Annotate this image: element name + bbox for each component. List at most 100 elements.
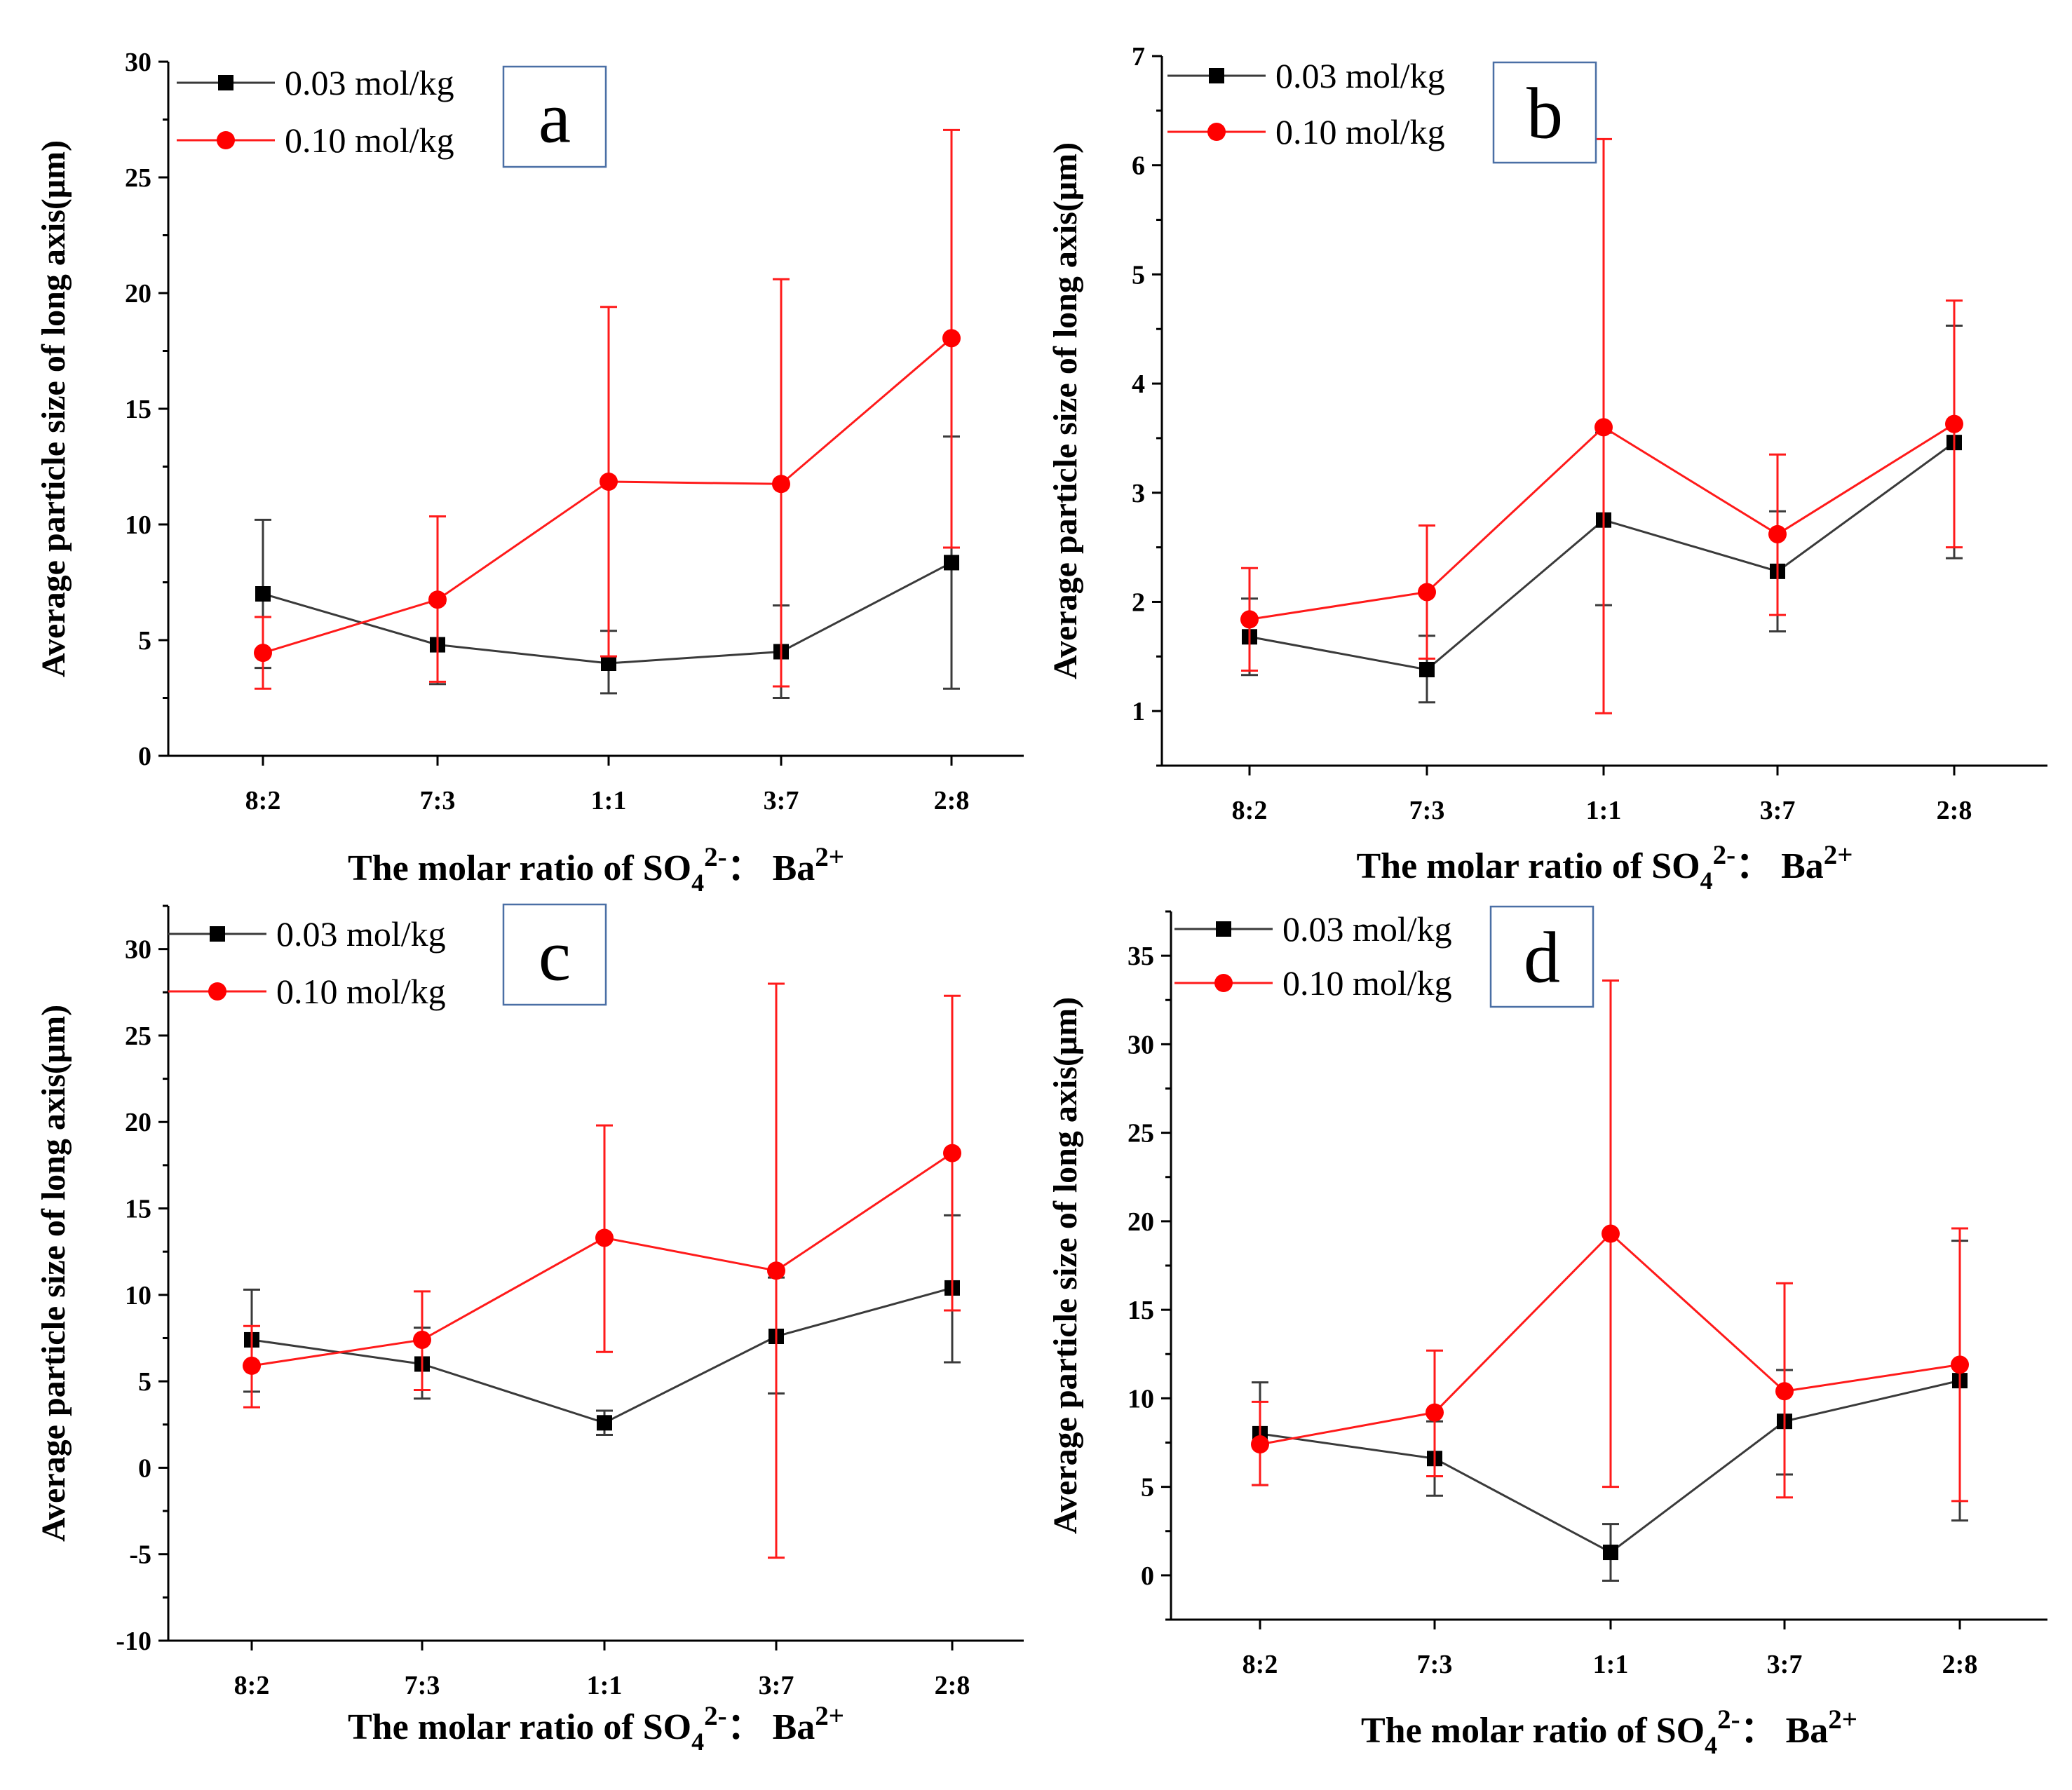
data-point-circle (1594, 418, 1613, 437)
x-tick-label: 7:3 (420, 786, 456, 815)
legend-marker-circle (208, 982, 226, 1001)
panel-b: 1 2 3 4 5 6 7 8:2 7:3 1:1 3:7 2:8 Average particle s… (1047, 42, 2047, 895)
legend-marker-circle (1214, 974, 1233, 992)
y-tick-label: 25 (1128, 1119, 1154, 1148)
series-010 (1251, 979, 1969, 1503)
x-axis-label: The molar ratio of SO42-： Ba2+ (348, 842, 844, 897)
legend: 0.03 mol/kg 0.10 mol/kg (1174, 909, 1452, 1003)
legend: 0.03 mol/kg 0.10 mol/kg (177, 63, 454, 160)
y-tick-label: 7 (1132, 42, 1145, 72)
legend-label: 0.03 mol/kg (285, 63, 454, 102)
x-axis-label-part: The molar ratio of SO (1361, 1711, 1705, 1751)
data-point-circle (243, 1356, 261, 1375)
data-point-circle (1426, 1403, 1444, 1422)
series-010 (254, 128, 961, 690)
data-point-square (1419, 661, 1435, 677)
series-010 (1240, 137, 1963, 714)
legend-marker-square (210, 926, 225, 942)
panel-label: b (1526, 74, 1563, 154)
panel-label: a (539, 78, 571, 158)
x-axis-label-part: ： Ba (1740, 1711, 1829, 1751)
panel-label: d (1524, 918, 1560, 998)
panel-c: -10 -5 0 5 10 15 20 25 30 8:2 7:3 1:1 3:7 2:8 Average … (35, 903, 1024, 1756)
x-axis-label-part: 2+ (815, 1701, 844, 1731)
data-point-circle (942, 329, 961, 348)
y-axis-label: Average particle size of long axis(μm) (35, 1005, 72, 1542)
series-003 (243, 1214, 961, 1437)
y-tick-label: 1 (1132, 697, 1145, 726)
data-point-square (601, 656, 616, 671)
y-tick-label: 15 (125, 1195, 151, 1224)
x-axis-label-part: ： Ba (727, 1707, 815, 1747)
x-tick-label: 3:7 (759, 1671, 794, 1700)
x-tick-label: 8:2 (245, 786, 281, 815)
data-point-circle (1602, 1224, 1620, 1243)
y-axis-label: Average particle size of long axis(μm) (1047, 142, 1084, 679)
y-tick-label: 4 (1132, 369, 1145, 399)
x-tick-label: 8:2 (234, 1671, 270, 1700)
data-point-circle (1945, 414, 1963, 433)
series-line (1249, 441, 1955, 671)
data-point-circle (413, 1330, 431, 1349)
y-tick-label: 25 (125, 163, 151, 193)
legend-marker-square (218, 75, 233, 90)
y-tick-label: 15 (1128, 1296, 1154, 1325)
x-axis-label-part: 2- (1713, 840, 1736, 870)
x-axis-label-part: ： Ba (1735, 846, 1824, 886)
data-point-circle (767, 1261, 785, 1280)
x-tick-label: 2:8 (1942, 1650, 1978, 1679)
series-010 (243, 982, 961, 1559)
legend-label: 0.10 mol/kg (276, 972, 446, 1011)
x-tick-label: 2:8 (935, 1671, 970, 1700)
x-axis-label-part: 2+ (1828, 1704, 1857, 1735)
legend-marker-circle (217, 131, 235, 149)
legend-label: 0.03 mol/kg (276, 914, 446, 954)
y-tick-label: 25 (125, 1022, 151, 1051)
legend-label: 0.10 mol/kg (285, 121, 454, 160)
legend: 0.03 mol/kg 0.10 mol/kg (168, 914, 446, 1011)
data-point-circle (1418, 583, 1436, 602)
x-tick-label: 3:7 (764, 786, 799, 815)
y-tick-label: -10 (116, 1627, 151, 1656)
y-tick-label: 0 (138, 742, 151, 771)
x-axis-label-part: The molar ratio of SO (348, 1707, 691, 1747)
data-point-square (944, 555, 959, 571)
legend-label: 0.10 mol/kg (1275, 112, 1445, 151)
legend-label: 0.03 mol/kg (1282, 909, 1452, 949)
x-tick-label: 1:1 (587, 1671, 623, 1700)
data-point-square (1603, 1545, 1618, 1561)
data-point-circle (1775, 1382, 1794, 1401)
x-axis-label: The molar ratio of SO42-： Ba2+ (348, 1701, 844, 1756)
y-tick-label: 6 (1132, 151, 1145, 181)
x-tick-label: 8:2 (1242, 1650, 1278, 1679)
panel-label: c (539, 916, 571, 996)
x-tick-label: 1:1 (1586, 796, 1622, 825)
x-tick-label: 7:3 (405, 1671, 440, 1700)
legend-marker-circle (1207, 123, 1226, 141)
y-tick-label: 20 (125, 279, 151, 308)
legend-marker-square (1216, 921, 1231, 937)
data-point-square (597, 1415, 612, 1431)
x-tick-label: 2:8 (934, 786, 970, 815)
legend-label: 0.03 mol/kg (1275, 56, 1445, 95)
data-point-circle (1240, 610, 1259, 629)
series-line (262, 337, 952, 654)
y-tick-label: 15 (125, 395, 151, 424)
y-tick-label: 0 (138, 1453, 151, 1483)
legend-marker-square (1209, 68, 1224, 83)
panel-label-box (502, 903, 607, 1006)
series-line (251, 1152, 953, 1367)
data-point-circle (428, 590, 447, 609)
y-tick-label: -5 (129, 1540, 151, 1570)
y-tick-label: 5 (1141, 1473, 1154, 1503)
x-tick-label: 3:7 (1767, 1650, 1803, 1679)
x-axis-label-part: 2- (1717, 1704, 1740, 1735)
x-axis-label-part: 2+ (1824, 840, 1853, 870)
x-axis-label-part: 2- (704, 1701, 727, 1731)
y-tick-label: 0 (1141, 1561, 1154, 1591)
data-point-circle (600, 472, 618, 491)
y-tick-label: 30 (125, 48, 151, 77)
x-tick-label: 8:2 (1232, 796, 1268, 825)
y-axis-label: Average particle size of long axis(μm) (35, 140, 72, 677)
